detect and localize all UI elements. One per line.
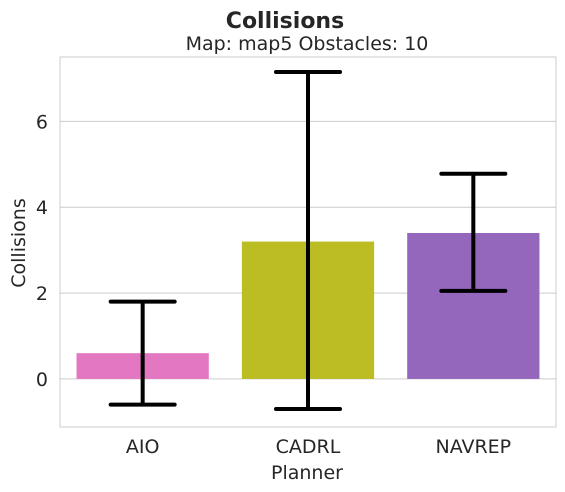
x-axis-label: Planner <box>271 462 343 484</box>
y-tick-label: 4 <box>36 197 48 219</box>
x-tick-label: NAVREP <box>435 436 511 458</box>
x-tick-labels: AIO CADRL NAVREP <box>126 436 511 458</box>
y-axis-label: Collisions <box>8 198 30 287</box>
y-tick-labels: 0 2 4 6 <box>36 111 48 391</box>
x-tick-label: CADRL <box>276 436 341 458</box>
x-tick-label: AIO <box>126 436 160 458</box>
y-tick-label: 6 <box>36 111 48 133</box>
chart-subtitle: Map: map5 Obstacles: 10 <box>186 33 429 55</box>
y-tick-label: 0 <box>36 369 48 391</box>
y-tick-label: 2 <box>36 283 48 305</box>
plot-frame <box>59 56 557 428</box>
chart-title: Collisions <box>226 9 344 34</box>
error-bars <box>108 70 508 411</box>
